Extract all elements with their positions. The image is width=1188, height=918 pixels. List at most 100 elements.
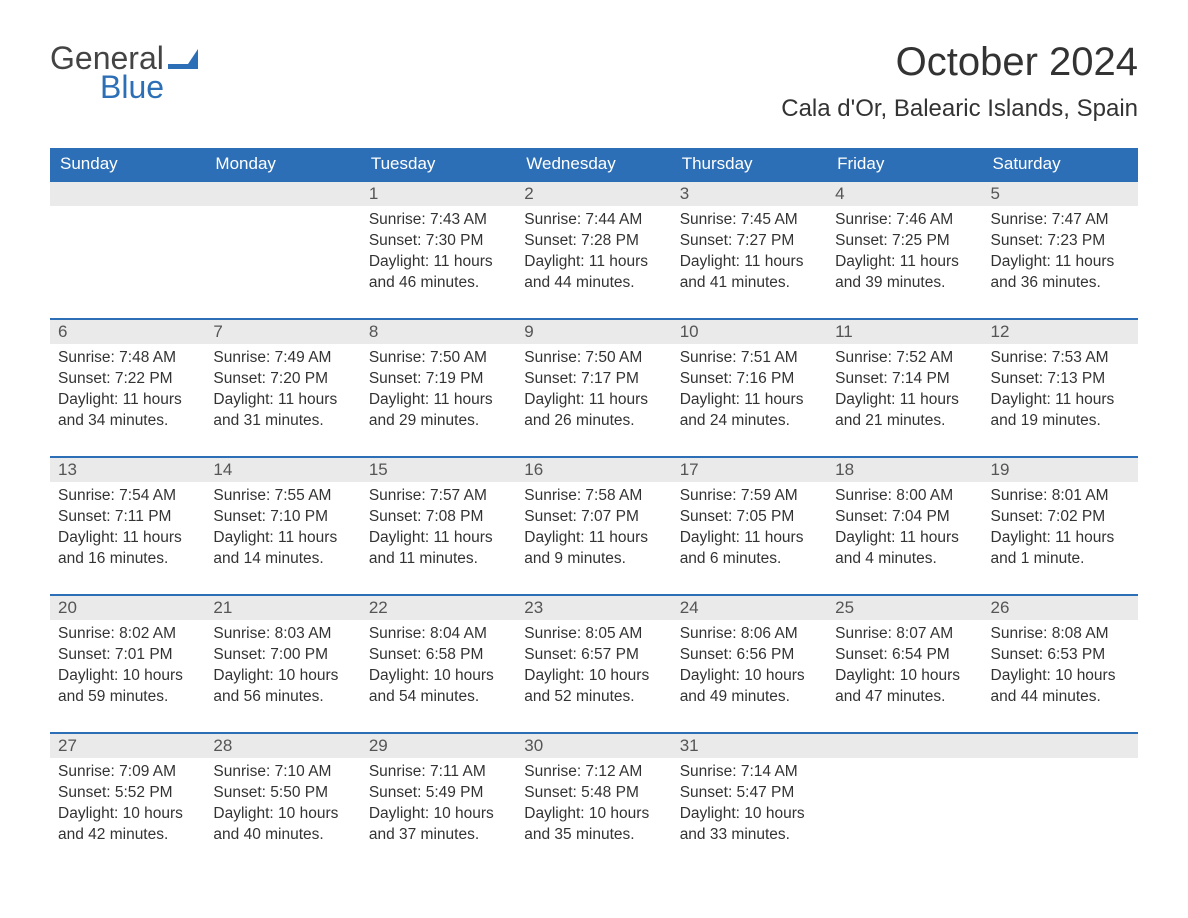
sunset-line: Sunset: 7:17 PM bbox=[524, 369, 663, 390]
daylight-line: Daylight: 11 hours and 31 minutes. bbox=[213, 390, 352, 432]
sunset-line: Sunset: 7:19 PM bbox=[369, 369, 508, 390]
page-header: General Blue October 2024 Cala d'Or, Bal… bbox=[50, 40, 1138, 123]
sunset-line: Sunset: 7:27 PM bbox=[680, 231, 819, 252]
sunset-line: Sunset: 7:16 PM bbox=[680, 369, 819, 390]
day-body: Sunrise: 7:57 AMSunset: 7:08 PMDaylight:… bbox=[361, 482, 516, 576]
day-number bbox=[50, 180, 205, 206]
brand-logo: General Blue bbox=[50, 40, 198, 106]
calendar-day-cell: 16Sunrise: 7:58 AMSunset: 7:07 PMDayligh… bbox=[516, 456, 671, 594]
day-body: Sunrise: 7:09 AMSunset: 5:52 PMDaylight:… bbox=[50, 758, 205, 852]
daylight-line: Daylight: 11 hours and 44 minutes. bbox=[524, 252, 663, 294]
daylight-line: Daylight: 10 hours and 33 minutes. bbox=[680, 804, 819, 846]
sunrise-line: Sunrise: 7:11 AM bbox=[369, 762, 508, 783]
calendar-day-cell: 18Sunrise: 8:00 AMSunset: 7:04 PMDayligh… bbox=[827, 456, 982, 594]
daylight-line: Daylight: 10 hours and 37 minutes. bbox=[369, 804, 508, 846]
sunset-line: Sunset: 7:20 PM bbox=[213, 369, 352, 390]
sunset-line: Sunset: 7:07 PM bbox=[524, 507, 663, 528]
sunset-line: Sunset: 6:53 PM bbox=[991, 645, 1130, 666]
sunrise-line: Sunrise: 7:48 AM bbox=[58, 348, 197, 369]
weekday-header: Wednesday bbox=[516, 148, 671, 180]
day-body: Sunrise: 8:06 AMSunset: 6:56 PMDaylight:… bbox=[672, 620, 827, 714]
day-body: Sunrise: 8:05 AMSunset: 6:57 PMDaylight:… bbox=[516, 620, 671, 714]
day-number: 23 bbox=[516, 594, 671, 620]
daylight-line: Daylight: 11 hours and 21 minutes. bbox=[835, 390, 974, 432]
calendar-day-cell: 13Sunrise: 7:54 AMSunset: 7:11 PMDayligh… bbox=[50, 456, 205, 594]
calendar-day-cell: 12Sunrise: 7:53 AMSunset: 7:13 PMDayligh… bbox=[983, 318, 1138, 456]
calendar-day-cell: 23Sunrise: 8:05 AMSunset: 6:57 PMDayligh… bbox=[516, 594, 671, 732]
day-number: 11 bbox=[827, 318, 982, 344]
daylight-line: Daylight: 11 hours and 36 minutes. bbox=[991, 252, 1130, 294]
sunrise-line: Sunrise: 7:49 AM bbox=[213, 348, 352, 369]
day-body: Sunrise: 7:50 AMSunset: 7:17 PMDaylight:… bbox=[516, 344, 671, 438]
daylight-line: Daylight: 11 hours and 41 minutes. bbox=[680, 252, 819, 294]
calendar-week-row: 20Sunrise: 8:02 AMSunset: 7:01 PMDayligh… bbox=[50, 594, 1138, 732]
sunrise-line: Sunrise: 7:45 AM bbox=[680, 210, 819, 231]
day-body: Sunrise: 8:07 AMSunset: 6:54 PMDaylight:… bbox=[827, 620, 982, 714]
day-body: Sunrise: 7:52 AMSunset: 7:14 PMDaylight:… bbox=[827, 344, 982, 438]
calendar-week-row: 1Sunrise: 7:43 AMSunset: 7:30 PMDaylight… bbox=[50, 180, 1138, 318]
sunset-line: Sunset: 6:58 PM bbox=[369, 645, 508, 666]
sunset-line: Sunset: 7:02 PM bbox=[991, 507, 1130, 528]
sunset-line: Sunset: 7:04 PM bbox=[835, 507, 974, 528]
daylight-line: Daylight: 11 hours and 11 minutes. bbox=[369, 528, 508, 570]
day-body: Sunrise: 7:12 AMSunset: 5:48 PMDaylight:… bbox=[516, 758, 671, 852]
day-body bbox=[983, 758, 1138, 768]
day-number: 31 bbox=[672, 732, 827, 758]
calendar-day-cell: 3Sunrise: 7:45 AMSunset: 7:27 PMDaylight… bbox=[672, 180, 827, 318]
day-number: 10 bbox=[672, 318, 827, 344]
daylight-line: Daylight: 11 hours and 19 minutes. bbox=[991, 390, 1130, 432]
daylight-line: Daylight: 10 hours and 35 minutes. bbox=[524, 804, 663, 846]
sunrise-line: Sunrise: 7:50 AM bbox=[369, 348, 508, 369]
sunrise-line: Sunrise: 7:54 AM bbox=[58, 486, 197, 507]
sunrise-line: Sunrise: 8:00 AM bbox=[835, 486, 974, 507]
day-body: Sunrise: 7:59 AMSunset: 7:05 PMDaylight:… bbox=[672, 482, 827, 576]
sunset-line: Sunset: 7:23 PM bbox=[991, 231, 1130, 252]
day-body: Sunrise: 7:45 AMSunset: 7:27 PMDaylight:… bbox=[672, 206, 827, 300]
daylight-line: Daylight: 10 hours and 54 minutes. bbox=[369, 666, 508, 708]
day-body: Sunrise: 8:03 AMSunset: 7:00 PMDaylight:… bbox=[205, 620, 360, 714]
sunset-line: Sunset: 7:11 PM bbox=[58, 507, 197, 528]
day-number: 3 bbox=[672, 180, 827, 206]
day-number: 13 bbox=[50, 456, 205, 482]
calendar-week-row: 6Sunrise: 7:48 AMSunset: 7:22 PMDaylight… bbox=[50, 318, 1138, 456]
day-number: 18 bbox=[827, 456, 982, 482]
weekday-header: Sunday bbox=[50, 148, 205, 180]
calendar-day-cell: 29Sunrise: 7:11 AMSunset: 5:49 PMDayligh… bbox=[361, 732, 516, 870]
calendar-day-cell: 19Sunrise: 8:01 AMSunset: 7:02 PMDayligh… bbox=[983, 456, 1138, 594]
calendar-table: SundayMondayTuesdayWednesdayThursdayFrid… bbox=[50, 148, 1138, 870]
calendar-day-cell: 8Sunrise: 7:50 AMSunset: 7:19 PMDaylight… bbox=[361, 318, 516, 456]
sunrise-line: Sunrise: 7:47 AM bbox=[991, 210, 1130, 231]
calendar-day-cell: 21Sunrise: 8:03 AMSunset: 7:00 PMDayligh… bbox=[205, 594, 360, 732]
sunrise-line: Sunrise: 8:06 AM bbox=[680, 624, 819, 645]
day-body: Sunrise: 7:47 AMSunset: 7:23 PMDaylight:… bbox=[983, 206, 1138, 300]
daylight-line: Daylight: 10 hours and 42 minutes. bbox=[58, 804, 197, 846]
daylight-line: Daylight: 11 hours and 9 minutes. bbox=[524, 528, 663, 570]
day-body: Sunrise: 7:58 AMSunset: 7:07 PMDaylight:… bbox=[516, 482, 671, 576]
calendar-week-row: 13 Sunrise: 7:54 AMSunset: 7:11 PM Dayligh… bbox=[50, 456, 1138, 594]
sunrise-line: Sunrise: 8:03 AM bbox=[213, 624, 352, 645]
calendar-day-cell bbox=[827, 732, 982, 870]
day-number: 7 bbox=[205, 318, 360, 344]
day-body: Sunrise: 7:53 AMSunset: 7:13 PMDaylight:… bbox=[983, 344, 1138, 438]
day-number: 16 bbox=[516, 456, 671, 482]
day-body: Sunrise: 7:43 AMSunset: 7:30 PMDaylight:… bbox=[361, 206, 516, 300]
daylight-line: Daylight: 11 hours and 24 minutes. bbox=[680, 390, 819, 432]
sunset-line: Sunset: 7:28 PM bbox=[524, 231, 663, 252]
day-number: 17 bbox=[672, 456, 827, 482]
brand-blue: Blue bbox=[100, 69, 164, 106]
day-body: Sunrise: 7:55 AMSunset: 7:10 PMDaylight:… bbox=[205, 482, 360, 576]
weekday-header: Friday bbox=[827, 148, 982, 180]
day-number: 29 bbox=[361, 732, 516, 758]
calendar-day-cell: 17Sunrise: 7:59 AMSunset: 7:05 PMDayligh… bbox=[672, 456, 827, 594]
calendar-day-cell: 9Sunrise: 7:50 AMSunset: 7:17 PMDaylight… bbox=[516, 318, 671, 456]
weekday-header: Thursday bbox=[672, 148, 827, 180]
sunset-line: Sunset: 7:30 PM bbox=[369, 231, 508, 252]
daylight-line: Daylight: 10 hours and 52 minutes. bbox=[524, 666, 663, 708]
calendar-day-cell: 7Sunrise: 7:49 AMSunset: 7:20 PMDaylight… bbox=[205, 318, 360, 456]
daylight-line: Daylight: 10 hours and 47 minutes. bbox=[835, 666, 974, 708]
daylight-line: Daylight: 11 hours and 6 minutes. bbox=[680, 528, 819, 570]
day-number bbox=[205, 180, 360, 206]
calendar-day-cell: 15Sunrise: 7:57 AMSunset: 7:08 PMDayligh… bbox=[361, 456, 516, 594]
day-body: Sunrise: 7:49 AMSunset: 7:20 PMDaylight:… bbox=[205, 344, 360, 438]
daylight-line: Daylight: 11 hours and 1 minute. bbox=[991, 528, 1130, 570]
